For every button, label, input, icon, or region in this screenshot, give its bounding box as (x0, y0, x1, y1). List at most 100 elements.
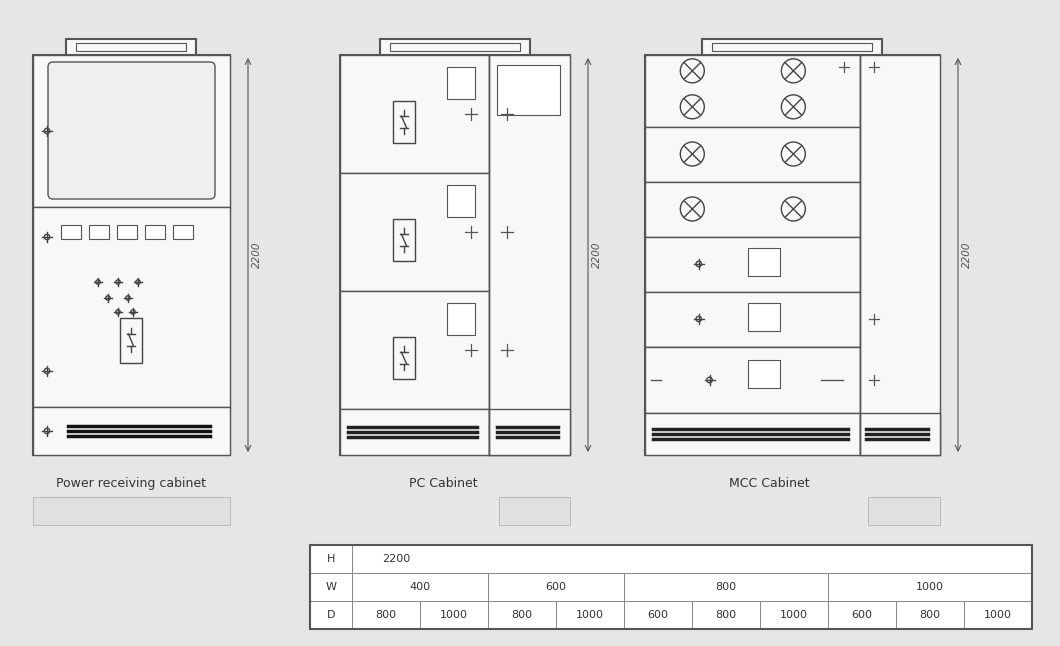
Bar (352, 545, 1032, 573)
Bar (61, 225, 81, 239)
Bar (340, 55, 489, 173)
Bar (712, 43, 872, 51)
Bar (896, 545, 964, 573)
Text: 600: 600 (851, 610, 872, 620)
Bar (828, 601, 896, 629)
Bar (760, 545, 828, 573)
Text: 1000: 1000 (984, 610, 1012, 620)
Bar (644, 292, 860, 347)
Bar (499, 497, 570, 525)
Bar (497, 65, 560, 115)
Bar (33, 55, 230, 207)
Text: 1000: 1000 (440, 610, 469, 620)
Bar (964, 573, 1032, 601)
Bar (390, 43, 520, 51)
Bar (624, 601, 692, 629)
Bar (556, 601, 624, 629)
Text: 800: 800 (375, 610, 396, 620)
Bar (644, 182, 860, 237)
Bar (393, 101, 416, 143)
Bar (76, 43, 186, 51)
Bar (447, 185, 475, 217)
Text: D: D (326, 610, 335, 620)
Bar (488, 601, 556, 629)
Text: 800: 800 (511, 610, 532, 620)
Bar (868, 497, 940, 525)
Bar (340, 55, 570, 455)
Bar (352, 601, 420, 629)
Bar (748, 360, 780, 388)
Bar (760, 601, 828, 629)
Text: 800: 800 (716, 582, 737, 592)
Bar (964, 601, 1032, 629)
Bar (828, 573, 896, 601)
Text: 2200: 2200 (252, 242, 262, 268)
Bar (964, 545, 1032, 573)
Bar (352, 545, 420, 573)
Bar (420, 545, 488, 573)
Bar (310, 573, 352, 601)
Bar (489, 55, 570, 455)
Bar (340, 409, 489, 455)
Bar (352, 573, 420, 601)
Bar (644, 127, 860, 182)
Bar (748, 303, 780, 331)
Text: 1000: 1000 (780, 610, 808, 620)
Bar (624, 573, 828, 601)
Bar (393, 337, 416, 379)
Bar (644, 55, 940, 455)
Text: 2200: 2200 (962, 242, 972, 268)
Bar (173, 225, 193, 239)
Bar (117, 225, 137, 239)
Text: 800: 800 (919, 610, 940, 620)
Bar (379, 39, 530, 55)
Bar (860, 413, 940, 455)
Text: 2200: 2200 (591, 242, 602, 268)
Bar (644, 347, 860, 413)
Bar (488, 573, 624, 601)
Bar (896, 601, 964, 629)
Bar (644, 347, 860, 413)
Bar (644, 237, 860, 292)
Bar (340, 291, 489, 409)
Bar (860, 55, 940, 455)
Text: 600: 600 (546, 582, 566, 592)
Text: H: H (326, 554, 335, 564)
Text: 2200: 2200 (382, 554, 410, 564)
Bar (340, 173, 489, 291)
Bar (310, 601, 352, 629)
Text: 1000: 1000 (916, 582, 944, 592)
Bar (352, 573, 488, 601)
Text: 600: 600 (648, 610, 669, 620)
Bar (896, 573, 964, 601)
Bar (692, 601, 760, 629)
Bar (89, 225, 109, 239)
Bar (828, 545, 896, 573)
Bar (644, 55, 860, 127)
Bar (760, 573, 828, 601)
Text: 400: 400 (409, 582, 430, 592)
Text: 800: 800 (716, 610, 737, 620)
Bar (748, 248, 780, 276)
Bar (145, 225, 165, 239)
Bar (644, 413, 860, 455)
Bar (120, 318, 142, 363)
Text: 1000: 1000 (576, 610, 604, 620)
Bar (66, 39, 196, 55)
Bar (692, 573, 760, 601)
Bar (702, 39, 882, 55)
Bar (488, 545, 556, 573)
Bar (624, 573, 692, 601)
FancyBboxPatch shape (48, 62, 215, 199)
Bar (33, 207, 230, 407)
Bar (556, 573, 624, 601)
Bar (33, 55, 230, 455)
Bar (489, 409, 570, 455)
Bar (33, 407, 230, 455)
Bar (447, 67, 475, 99)
Bar (624, 545, 692, 573)
Bar (310, 545, 352, 573)
Text: PC Cabinet: PC Cabinet (409, 477, 478, 490)
Bar (33, 497, 230, 525)
Bar (828, 573, 1032, 601)
